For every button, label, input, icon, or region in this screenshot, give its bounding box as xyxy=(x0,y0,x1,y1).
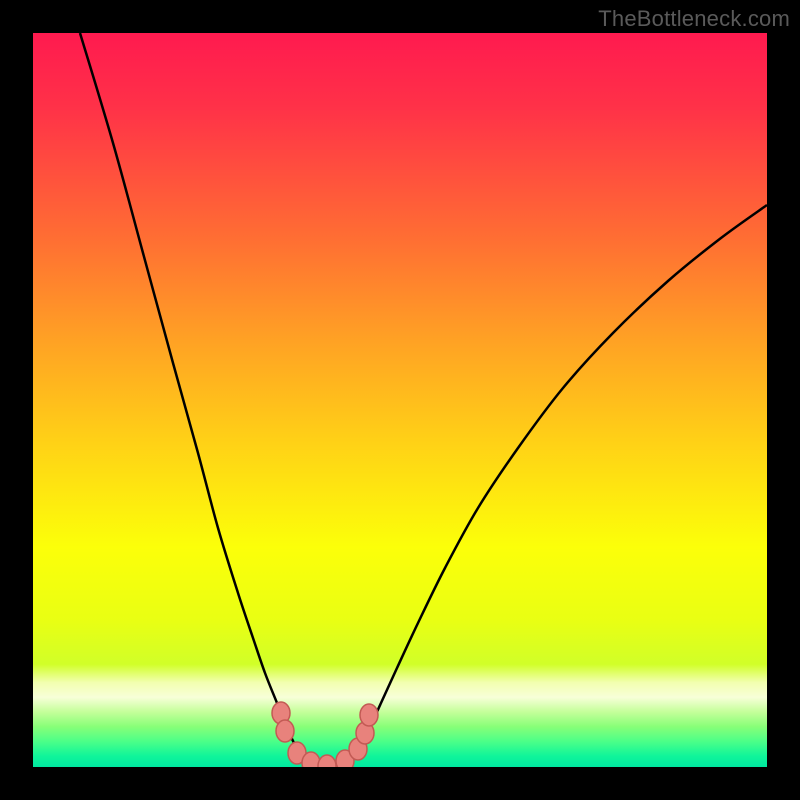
chart-svg xyxy=(33,33,767,767)
chart-frame: TheBottleneck.com xyxy=(0,0,800,800)
frame-border-left xyxy=(0,0,33,800)
watermark-text: TheBottleneck.com xyxy=(598,6,790,32)
frame-border-bottom xyxy=(0,767,800,800)
data-marker xyxy=(276,720,294,742)
data-marker xyxy=(360,704,378,726)
plot-area xyxy=(33,33,767,767)
frame-border-right xyxy=(767,0,800,800)
gradient-background xyxy=(33,33,767,767)
